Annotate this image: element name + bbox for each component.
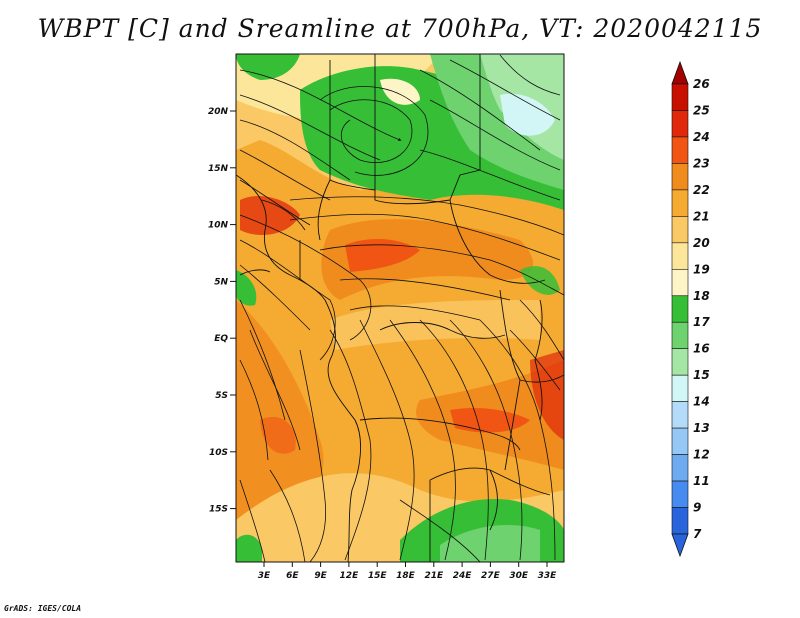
colorbar-box [671, 189, 689, 217]
colorbar-box [671, 507, 689, 535]
colorbar-box [671, 163, 689, 191]
wbpt-field-17-west [236, 270, 257, 306]
lat-label: 5N [214, 277, 228, 287]
map-area [236, 54, 564, 562]
wbpt-field-23-east [450, 408, 530, 433]
colorbar-box [671, 321, 689, 350]
colorbar-label: 21 [693, 209, 710, 223]
colorbar-box [671, 427, 689, 455]
lat-label: 10N [208, 221, 229, 231]
colorbar-box [671, 454, 689, 482]
colorbar-label: 18 [693, 289, 710, 303]
lat-label: 20N [208, 107, 229, 117]
latitude-axis: 20N 15N 10N 5N EQ 5S 10S 15S [208, 107, 236, 515]
colorbar-box [671, 295, 689, 323]
lon-label: 24E [453, 571, 473, 581]
colorbar-label: 17 [693, 315, 710, 329]
lat-label: EQ [214, 334, 228, 344]
colorbar-box [671, 83, 689, 111]
longitude-axis: 3E 6E 9E 12E 15E 18E 21E 24E 27E 30E 33E [258, 562, 557, 581]
colorbar-box [671, 401, 689, 429]
wbpt-field-22-southwest [260, 416, 296, 454]
colorbar-label: 14 [693, 395, 710, 409]
colorbar-box [671, 480, 689, 508]
colorbar-label: 7 [693, 527, 702, 541]
lat-label: 15N [208, 164, 229, 174]
chart-title: WBPT [C] and Sreamline at 700hPa, VT: 20… [37, 14, 763, 43]
colorbar-label: 23 [693, 156, 710, 170]
colorbar-box [671, 374, 689, 402]
wbpt-field-18-north [380, 78, 420, 105]
colorbar-box [671, 268, 689, 297]
lon-label: 15E [368, 571, 388, 581]
colorbar-box [671, 242, 689, 270]
country-borders [236, 54, 564, 562]
colorbar-label: 24 [693, 130, 710, 144]
colorbar-label: 22 [693, 183, 710, 197]
colorbar-box [671, 348, 689, 376]
colorbar-box [671, 110, 689, 138]
colorbar-label: 20 [693, 236, 710, 250]
wbpt-field-23-central [345, 238, 420, 272]
lon-label: 27E [481, 571, 501, 581]
lat-label: 15S [209, 505, 228, 515]
streamlines [239, 54, 564, 562]
lon-label: 9E [314, 571, 327, 581]
lon-label: 3E [258, 571, 271, 581]
colorbar-label: 19 [693, 262, 710, 276]
colorbar-label: 16 [693, 342, 710, 356]
wbpt-field-17-southwest [236, 534, 262, 562]
wbpt-field-23-southeast [530, 350, 564, 440]
colorbar-bottom-arrow [671, 533, 689, 558]
colorbar-label: 11 [693, 474, 710, 488]
colorbar-label: 9 [693, 501, 701, 515]
colorbar-top-arrow [671, 60, 689, 85]
lon-label: 6E [286, 571, 299, 581]
wbpt-field-17-northwest [236, 54, 300, 80]
colorbar-box [671, 136, 689, 164]
colorbar-box [671, 216, 689, 244]
grads-credit: GrADS: IGES/COLA [4, 604, 82, 613]
wbpt-field-16-south [440, 525, 540, 562]
colorbar-label: 13 [693, 421, 710, 435]
wbpt-field-14-north [500, 93, 555, 136]
lon-label: 18E [396, 571, 416, 581]
colorbar-label: 25 [693, 103, 710, 117]
map-frame [235, 53, 565, 563]
colorbar: 26 25 24 23 22 21 20 19 18 17 16 15 14 13 12 11 9 7 [671, 60, 710, 558]
lat-label: 5S [215, 391, 228, 401]
lon-label: 30E [509, 571, 529, 581]
wbpt-field-23-northwest [240, 195, 300, 235]
colorbar-label: 15 [693, 368, 710, 382]
lon-label: 21E [424, 571, 444, 581]
colorbar-label: 12 [693, 448, 710, 462]
lon-label: 33E [538, 571, 558, 581]
lat-label: 10S [209, 448, 228, 458]
colorbar-label: 26 [693, 77, 710, 91]
lon-label: 12E [340, 571, 360, 581]
